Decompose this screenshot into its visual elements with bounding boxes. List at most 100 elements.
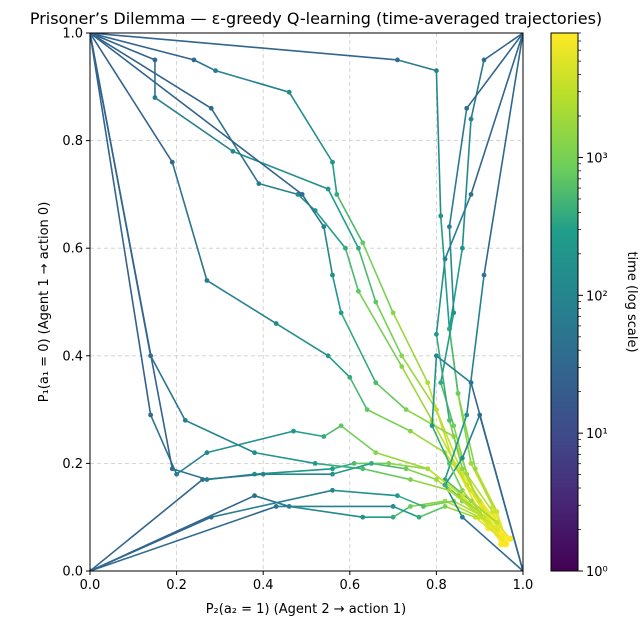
trajectory-segment xyxy=(348,376,368,411)
trajectory-segment xyxy=(409,478,451,492)
trajectory-point xyxy=(451,423,457,429)
trajectory-series xyxy=(90,33,505,542)
trajectory-point xyxy=(429,423,435,429)
x-tick-label: 0.6 xyxy=(339,578,360,593)
trajectory-segment xyxy=(461,414,481,459)
trajectory-segment xyxy=(361,467,412,481)
trajectory-point xyxy=(390,504,396,509)
trajectory-series xyxy=(90,33,492,532)
trajectory-segment xyxy=(470,33,523,196)
trajectory-segment xyxy=(439,215,451,330)
trajectory-segment xyxy=(340,311,377,384)
trajectory-segment xyxy=(452,424,468,475)
trajectory-point xyxy=(434,353,439,359)
trajectory-segment xyxy=(457,494,481,513)
trajectory-point xyxy=(152,57,158,63)
trajectory-segment xyxy=(465,274,485,416)
trajectory-segment xyxy=(90,33,152,416)
trajectory-segment xyxy=(374,301,403,357)
trajectory-series xyxy=(90,504,505,571)
trajectory-point xyxy=(338,423,344,429)
trajectory-segment xyxy=(323,225,334,276)
trajectory-point xyxy=(169,466,175,472)
trajectory-point xyxy=(442,256,448,262)
trajectory-point xyxy=(273,321,279,326)
colorbar-label: time (log scale) xyxy=(624,251,639,352)
trajectory-point xyxy=(481,57,487,63)
y-axis-label: P₁(a₁ = 0) (Agent 1 → action 0) xyxy=(37,202,52,403)
trajectory-point xyxy=(360,466,366,472)
trajectory-point xyxy=(325,186,331,192)
x-tick-label: 0.0 xyxy=(80,578,101,593)
trajectory-point xyxy=(395,493,400,499)
trajectory-segment xyxy=(149,354,187,422)
trajectory-segment xyxy=(400,365,433,422)
colorbar-ticks: 10⁰ 10¹ 10² 10³ xyxy=(578,32,608,580)
trajectory-segment xyxy=(154,96,234,153)
trajectory-point xyxy=(191,57,197,63)
trajectory-point xyxy=(252,450,257,456)
trajectory-segment xyxy=(171,161,208,282)
plot-frame xyxy=(89,32,524,572)
trajectory-segment xyxy=(448,328,459,395)
trajectory-point xyxy=(399,353,405,359)
trajectory-point xyxy=(477,498,483,504)
trajectory-point xyxy=(446,487,452,493)
trajectory-segment xyxy=(470,381,523,571)
trajectory-segment xyxy=(357,247,377,303)
trajectory-point xyxy=(351,461,357,466)
trajectory-segment xyxy=(448,247,464,330)
x-tick-label: 1.0 xyxy=(513,578,534,593)
trajectory-point xyxy=(416,514,422,520)
trajectory-point xyxy=(312,461,318,466)
trajectory-segment xyxy=(366,408,412,432)
y-tick-label: 0.4 xyxy=(62,349,83,364)
trajectory-segment xyxy=(357,290,403,368)
trajectory-point xyxy=(204,278,210,283)
trajectory-segment xyxy=(370,462,407,470)
trajectory-point xyxy=(455,391,461,396)
trajectory-point xyxy=(408,477,413,482)
trajectory-point xyxy=(213,68,218,74)
y-tick-label: 0.2 xyxy=(62,457,83,472)
trajectory-segment xyxy=(90,33,195,61)
trajectory-segment xyxy=(90,33,156,61)
trajectory-series xyxy=(442,482,523,571)
trajectory-segment xyxy=(210,107,260,185)
trajectory-point xyxy=(256,181,262,187)
trajectory-point xyxy=(490,509,496,515)
trajectory-point xyxy=(446,461,452,466)
trajectory-segment xyxy=(184,419,256,454)
trajectory-point xyxy=(446,224,452,230)
trajectory-segment xyxy=(253,451,316,465)
trajectory-segment xyxy=(90,33,174,163)
trajectory-segment xyxy=(292,430,325,438)
trajectory-point xyxy=(468,192,474,197)
trajectory-segment xyxy=(206,279,277,325)
trajectory-point xyxy=(494,520,500,525)
trajectory-segment xyxy=(444,500,481,519)
trajectory-series xyxy=(442,33,523,542)
colorbar-tick-label: 10¹ xyxy=(586,427,608,442)
trajectory-segment xyxy=(392,505,420,519)
trajectory-point xyxy=(472,466,478,472)
trajectory-series xyxy=(90,33,496,532)
colorbar-tick-label: 10² xyxy=(586,289,608,304)
trajectory-segment xyxy=(444,451,472,492)
trajectory-point xyxy=(468,116,474,122)
trajectory-segment xyxy=(206,430,295,454)
trajectory-point xyxy=(464,412,470,418)
trajectory-point xyxy=(472,514,478,520)
trajectory-segment xyxy=(470,59,485,120)
trajectory-segment xyxy=(461,489,485,519)
trajectory-point xyxy=(273,504,279,509)
trajectory-segment xyxy=(275,322,329,357)
trajectory-segment xyxy=(201,473,265,481)
trajectory-point xyxy=(468,380,474,386)
trajectory-segment xyxy=(90,33,152,357)
colorbar: 10⁰ 10¹ 10² 10³ time (log scale) xyxy=(550,32,639,580)
trajectory-point xyxy=(299,192,305,197)
trajectory-point xyxy=(295,192,301,197)
trajectory-point xyxy=(148,412,154,418)
trajectory-segment xyxy=(90,33,303,196)
